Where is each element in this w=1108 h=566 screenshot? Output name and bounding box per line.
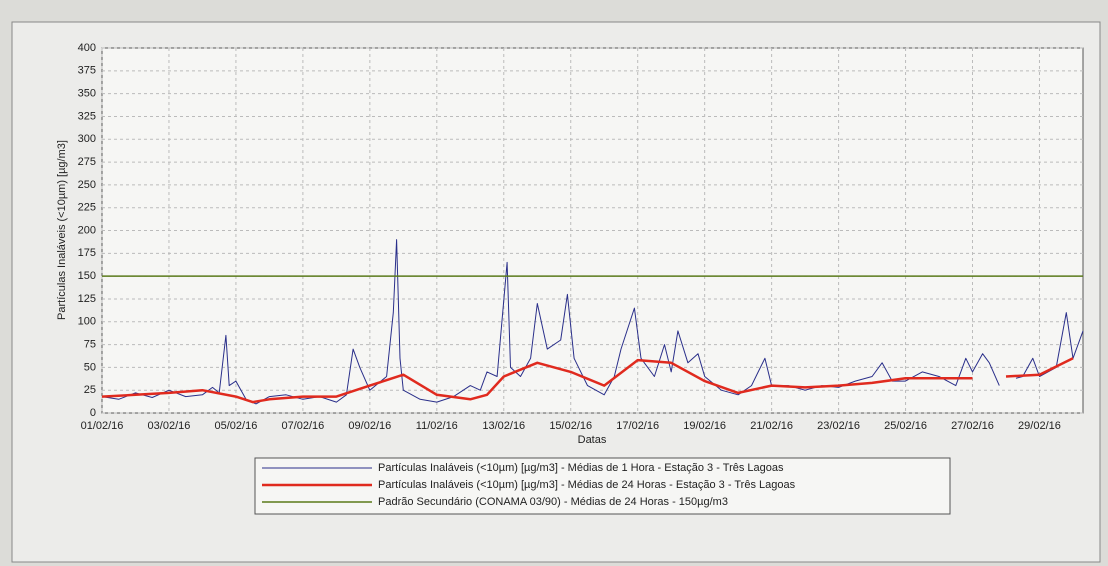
x-tick-label: 11/02/16: [416, 420, 458, 432]
x-tick-label: 21/02/16: [750, 420, 793, 432]
y-tick-label: 75: [84, 338, 96, 350]
x-tick-label: 19/02/16: [683, 420, 726, 432]
x-axis-label: Datas: [578, 434, 607, 446]
plot-area: [101, 47, 1084, 414]
y-tick-label: 375: [78, 65, 96, 77]
y-tick-label: 325: [78, 110, 96, 122]
x-tick-label: 07/02/16: [281, 420, 324, 432]
legend-label: Partículas Inaláveis (<10µm) [µg/m3] - M…: [378, 479, 796, 491]
y-tick-label: 250: [78, 179, 96, 191]
x-tick-label: 03/02/16: [148, 420, 191, 432]
x-tick-label: 09/02/16: [348, 420, 391, 432]
y-tick-label: 225: [78, 202, 96, 214]
x-tick-label: 01/02/16: [81, 420, 124, 432]
y-tick-label: 175: [78, 247, 96, 259]
y-tick-label: 150: [78, 270, 96, 282]
y-tick-label: 200: [78, 224, 96, 236]
x-tick-label: 15/02/16: [549, 420, 592, 432]
x-tick-label: 17/02/16: [616, 420, 659, 432]
y-tick-label: 0: [90, 407, 96, 419]
y-tick-label: 275: [78, 156, 96, 168]
x-tick-label: 23/02/16: [817, 420, 860, 432]
y-tick-label: 400: [78, 42, 96, 54]
x-tick-label: 27/02/16: [951, 420, 994, 432]
x-tick-label: 29/02/16: [1018, 420, 1061, 432]
x-tick-label: 05/02/16: [215, 420, 258, 432]
legend-label: Partículas Inaláveis (<10µm) [µg/m3] - M…: [378, 462, 784, 474]
y-tick-label: 125: [78, 293, 96, 305]
x-tick-label: 13/02/16: [482, 420, 525, 432]
y-tick-label: 50: [84, 361, 96, 373]
legend-label: Padrão Secundário (CONAMA 03/90) - Média…: [378, 496, 728, 508]
series-line: [101, 239, 1000, 405]
y-axis-label: Partículas Inaláveis (<10µm) [µg/m3]: [56, 140, 68, 320]
y-tick-label: 300: [78, 133, 96, 145]
y-tick-label: 25: [84, 384, 96, 396]
series-line: [101, 358, 973, 404]
y-tick-label: 100: [78, 316, 96, 328]
y-tick-label: 350: [78, 88, 96, 100]
series-line: [1005, 357, 1074, 378]
x-tick-label: 25/02/16: [884, 420, 927, 432]
